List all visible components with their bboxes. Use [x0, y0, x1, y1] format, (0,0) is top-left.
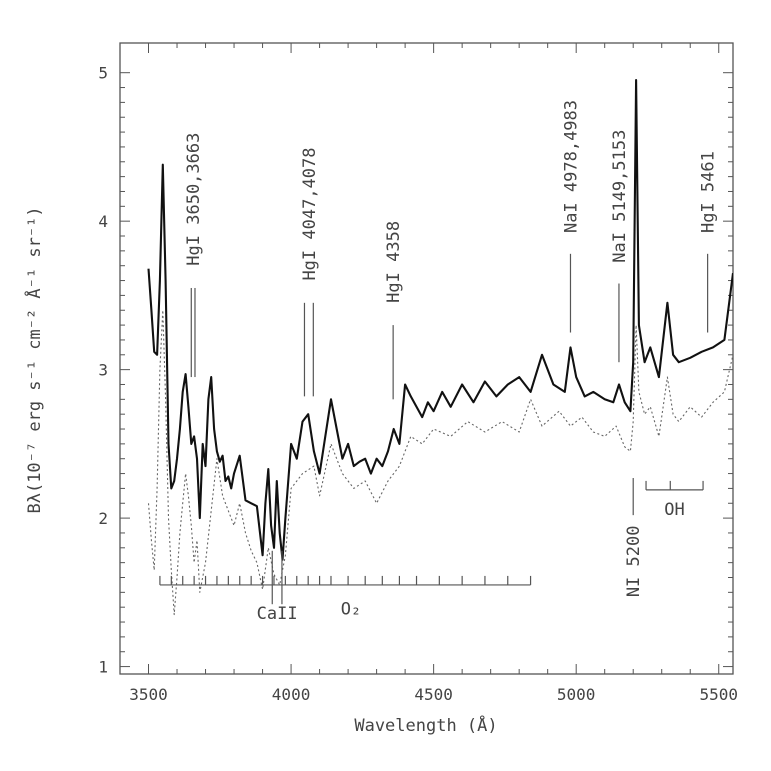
annotation-label: HgI 3650,3663	[184, 133, 204, 266]
x-tick-label: 4000	[272, 685, 311, 704]
annotation-label: CaII	[257, 604, 298, 624]
y-tick-label: 4	[98, 212, 108, 231]
y-tick-label: 2	[98, 509, 108, 528]
annotation-label: HgI 5461	[699, 151, 719, 233]
annotation-label: NaI 5149,5153	[610, 130, 630, 263]
plot-content: 3500 4000 4500 5000 5500 1 2 3 4 5 HgI 3650,3663 Hg…	[98, 43, 738, 704]
annotation-label: HgI 4358	[384, 221, 404, 303]
x-tick-label: 5500	[699, 685, 738, 704]
series-dotted-line	[147, 309, 733, 616]
annotation-label: NaI 4978,4983	[561, 100, 581, 233]
annotation-label: O₂	[341, 600, 361, 620]
y-tick-label: 5	[98, 64, 108, 83]
x-axis-label: Wavelength (Å)	[354, 714, 497, 736]
y-tick-label: 1	[98, 658, 108, 677]
annotation-label: NI 5200	[624, 526, 644, 598]
y-tick-label: 3	[98, 361, 108, 380]
x-tick-label: 5000	[557, 685, 596, 704]
series-solid-line	[147, 79, 733, 561]
x-tick-label: 4500	[414, 685, 453, 704]
x-tick-label: 3500	[129, 685, 168, 704]
annotation-label: HgI 4047,4078	[300, 147, 320, 280]
plot-frame	[119, 42, 734, 675]
annotation-label: OH	[664, 500, 684, 520]
y-axis-label: Bλ(10⁻⁷ erg s⁻¹ cm⁻² Å⁻¹ sr⁻¹)	[23, 206, 45, 513]
